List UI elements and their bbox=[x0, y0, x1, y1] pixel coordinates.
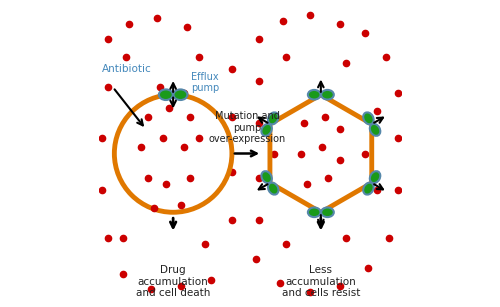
Ellipse shape bbox=[174, 89, 188, 100]
Ellipse shape bbox=[363, 183, 374, 195]
Ellipse shape bbox=[363, 112, 374, 124]
Ellipse shape bbox=[262, 124, 272, 136]
Ellipse shape bbox=[308, 208, 320, 217]
Text: Mutation and
pump
over-expression: Mutation and pump over-expression bbox=[208, 111, 286, 145]
Ellipse shape bbox=[370, 171, 380, 183]
Ellipse shape bbox=[262, 171, 272, 183]
Ellipse shape bbox=[268, 183, 278, 195]
Ellipse shape bbox=[268, 112, 278, 124]
Ellipse shape bbox=[370, 124, 380, 136]
Text: Less
accumulation
and cells resist: Less accumulation and cells resist bbox=[282, 265, 360, 298]
Ellipse shape bbox=[321, 208, 334, 217]
Text: Drug
accumulation
and cell death: Drug accumulation and cell death bbox=[136, 265, 210, 298]
Ellipse shape bbox=[159, 89, 173, 100]
Text: Antibiotic: Antibiotic bbox=[102, 64, 152, 74]
Ellipse shape bbox=[308, 90, 320, 99]
Text: Efflux
pump: Efflux pump bbox=[191, 72, 220, 93]
Ellipse shape bbox=[321, 90, 334, 99]
